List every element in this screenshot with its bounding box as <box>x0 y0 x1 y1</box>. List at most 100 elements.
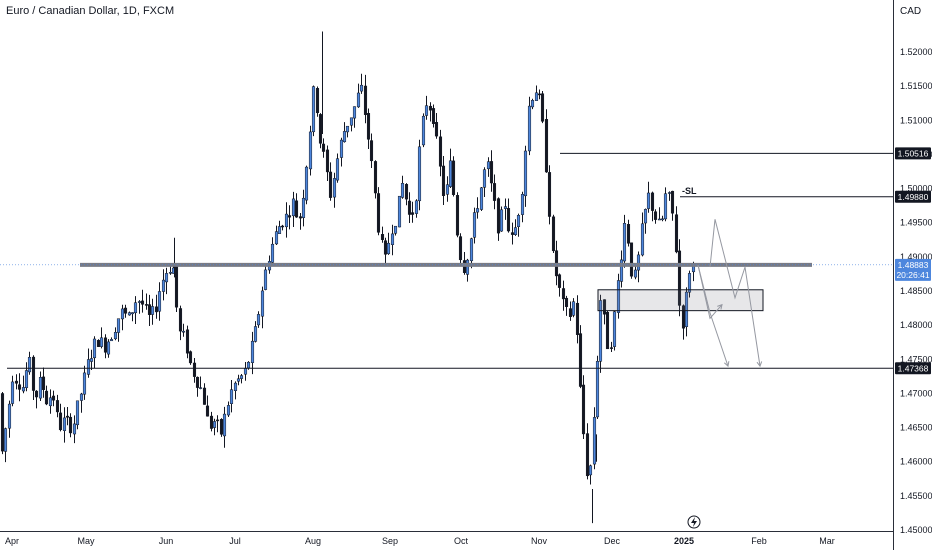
candle-body <box>0 393 5 452</box>
candle-body <box>383 240 388 255</box>
x-tick-label: Sep <box>382 536 398 546</box>
candle-body <box>534 92 539 101</box>
candle-body <box>274 231 279 245</box>
candle-body <box>407 200 412 215</box>
candle-body <box>657 218 662 221</box>
candle-body <box>144 304 149 306</box>
candles-layer <box>0 31 696 524</box>
candle-body <box>506 208 511 232</box>
candle-body <box>376 193 381 233</box>
candle-body <box>564 297 569 307</box>
y-tick-label: 1.45500 <box>900 491 932 501</box>
candle-body <box>280 225 285 228</box>
x-tick-label: Dec <box>604 536 621 546</box>
candle-body <box>10 381 15 404</box>
candle-body <box>434 122 439 137</box>
candle-body <box>209 415 214 429</box>
candle-body <box>551 216 556 252</box>
candle-body <box>174 265 179 308</box>
candle-body <box>311 86 316 133</box>
projection-path[interactable] <box>697 264 723 320</box>
x-tick-label: Nov <box>531 536 548 546</box>
candle-body <box>287 215 292 218</box>
candle-body <box>72 423 77 435</box>
candle-body <box>137 301 142 303</box>
candle-body <box>547 172 552 217</box>
candle-body <box>417 146 422 202</box>
candle-body <box>530 100 535 108</box>
candle-body <box>345 125 350 133</box>
candle-body <box>557 274 562 288</box>
candle-body <box>585 433 590 477</box>
time-axis[interactable] <box>0 531 893 550</box>
candle-body <box>7 403 12 429</box>
candle-body <box>198 387 203 389</box>
candle-body <box>21 387 26 392</box>
candle-body <box>106 341 111 355</box>
candle-body <box>284 213 289 228</box>
candle-body <box>96 340 101 347</box>
candle-body <box>428 105 433 111</box>
candle-body <box>356 92 361 108</box>
candle-body <box>516 215 521 227</box>
candle-body <box>520 194 525 215</box>
sl-label: -SL <box>682 186 697 196</box>
candle-body <box>448 160 453 187</box>
candle-body <box>400 183 405 198</box>
x-tick-label: Jun <box>159 536 174 546</box>
candle-body <box>243 368 248 375</box>
candle-body <box>677 250 682 306</box>
candle-body <box>670 190 675 214</box>
candle-body <box>79 393 84 401</box>
candle-body <box>527 105 532 152</box>
demand-zone[interactable] <box>597 289 764 312</box>
candle-body <box>65 415 70 418</box>
candle-body <box>561 288 566 300</box>
candle-body <box>451 160 456 195</box>
candle-body <box>24 370 29 388</box>
candle-body <box>568 308 573 317</box>
drawings-layer: -SL <box>0 152 893 369</box>
candle-body <box>321 143 326 152</box>
y-tick-label: 1.46500 <box>900 423 932 433</box>
candle-body <box>99 337 104 347</box>
candle-body <box>34 390 39 398</box>
candle-body <box>575 302 580 335</box>
candle-body <box>595 361 600 418</box>
candle-body <box>414 200 419 214</box>
candle-body <box>486 161 491 170</box>
candle-body <box>181 330 186 333</box>
price-tag-label: 1.49880 <box>898 192 929 202</box>
candle-body <box>222 413 227 437</box>
candle-body <box>263 269 268 290</box>
candle-body <box>294 200 299 218</box>
candle-body <box>51 395 56 401</box>
candle-body <box>469 238 474 262</box>
candle-body <box>291 198 296 217</box>
candle-body <box>178 308 183 332</box>
x-tick-label: May <box>77 536 95 546</box>
candle-body <box>205 405 210 417</box>
candle-body <box>147 304 152 315</box>
price-tag <box>895 190 931 203</box>
x-tick-label: Mar <box>819 536 835 546</box>
candle-body <box>643 209 648 224</box>
candle-body <box>157 291 162 312</box>
currency-label[interactable]: CAD <box>900 6 922 17</box>
candle-body <box>622 223 627 262</box>
projection-path[interactable] <box>709 219 761 367</box>
candle-body <box>441 165 446 196</box>
lightning-icon[interactable] <box>687 515 701 529</box>
candle-body <box>256 314 261 326</box>
candle-body <box>492 183 497 201</box>
candle-body <box>386 242 391 255</box>
candle-body <box>154 306 159 313</box>
candle-body <box>681 305 686 329</box>
candle-body <box>161 279 166 292</box>
candle-body <box>301 197 306 218</box>
candle-body <box>393 225 398 234</box>
candle-body <box>188 351 193 364</box>
projection-arrowhead <box>717 303 723 310</box>
